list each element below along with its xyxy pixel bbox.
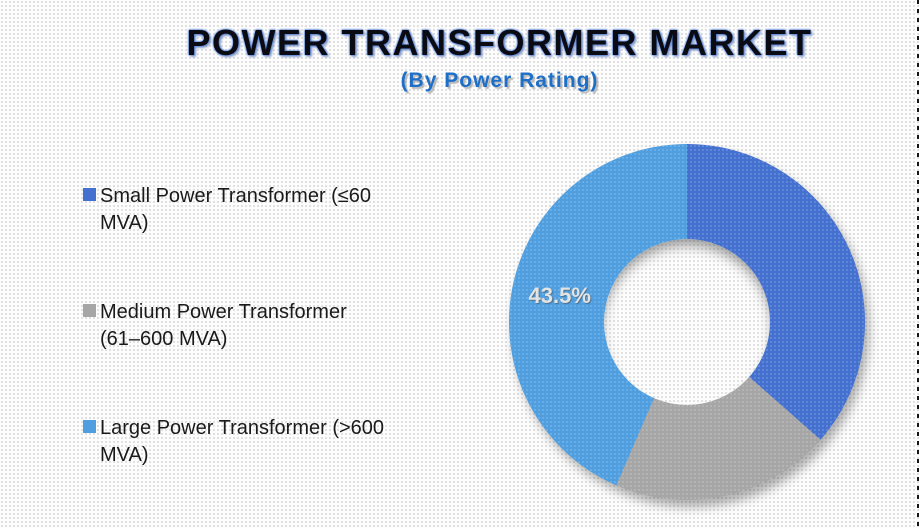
- legend-label-small-line1: Small Power Transformer (≤60: [100, 185, 372, 207]
- legend-swatch-medium-icon: [83, 304, 96, 317]
- slice-data-label: 43.5%: [528, 282, 591, 308]
- legend-swatch-small-icon: [83, 188, 96, 201]
- donut-hole: [604, 239, 770, 405]
- legend-label-large-line2: MVA): [100, 444, 149, 466]
- legend-item-small: Small Power Transformer (≤60 MVA): [83, 183, 423, 237]
- chart-subtitle: (By Power Rating): [400, 69, 599, 92]
- legend-label-small-line2: MVA): [100, 212, 149, 234]
- legend-label-medium-line1: Medium Power Transformer: [100, 301, 347, 323]
- legend-label-large: Large Power Transformer (>600 MVA): [100, 415, 384, 469]
- legend-swatch-large-icon: [83, 420, 96, 433]
- legend-label-small: Small Power Transformer (≤60 MVA): [100, 183, 371, 237]
- chart-header: POWER TRANSFORMER MARKET (By Power Ratin…: [40, 22, 919, 93]
- legend-label-medium: Medium Power Transformer (61–600 MVA): [100, 299, 347, 353]
- legend-item-large: Large Power Transformer (>600 MVA): [83, 415, 423, 469]
- legend-label-large-line1: Large Power Transformer (>600: [100, 417, 385, 439]
- chart-title: POWER TRANSFORMER MARKET: [186, 22, 813, 63]
- image-edge-dashed-border: [917, 0, 919, 528]
- legend-label-medium-line2: (61–600 MVA): [100, 328, 228, 350]
- chart-legend: Small Power Transformer (≤60 MVA) Medium …: [83, 183, 423, 528]
- legend-item-medium: Medium Power Transformer (61–600 MVA): [83, 299, 423, 353]
- donut-chart: 43.5%: [509, 144, 865, 500]
